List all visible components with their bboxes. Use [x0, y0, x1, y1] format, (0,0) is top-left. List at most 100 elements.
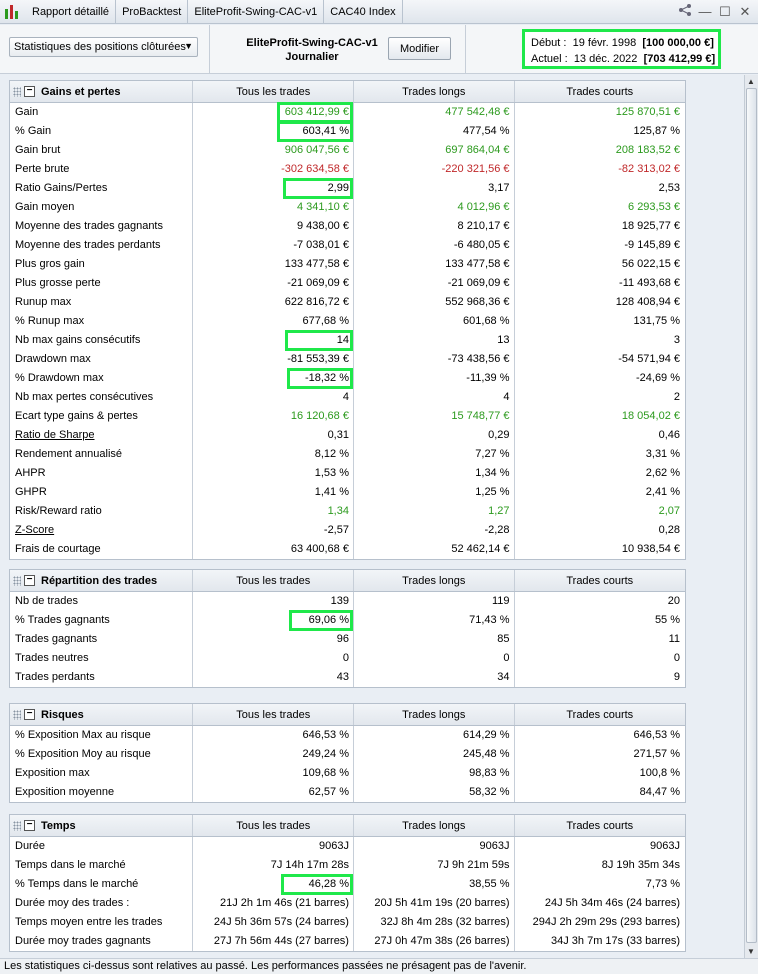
section-0: − Gains et pertes Tous les trades Trades lo… — [9, 80, 686, 560]
collapse-icon[interactable]: − — [24, 820, 35, 831]
maximize-icon[interactable]: ☐ — [719, 3, 731, 19]
drag-handle-icon[interactable] — [13, 86, 21, 97]
column-header: Trades courts — [566, 575, 634, 587]
row-label: % Exposition Max au risque — [10, 726, 194, 745]
row-label: Temps moyen entre les trades — [10, 913, 194, 932]
table-row: Gain moyen 4 341,10 €4 012,96 € 6 293,53 € — [10, 198, 685, 217]
row-value: 18 925,77 € — [621, 220, 681, 232]
section-title: Gains et pertes — [41, 85, 121, 98]
row-value: 21J 2h 1m 46s (21 barres) — [193, 894, 354, 913]
table-row: Drawdown max -81 553,39 € -73 438,56 € -54 … — [10, 350, 685, 369]
section-header: − Risques Tous les trades Trades longs Trade… — [10, 704, 685, 726]
row-value: 58,32 % — [354, 783, 515, 802]
row-value: 697 864,04 € — [354, 141, 515, 160]
report-content[interactable]: − Gains et pertes Tous les trades Trades lo… — [0, 75, 744, 958]
row-value: 2,41 % — [645, 486, 681, 498]
table-row: Ratio de Sharpe 0,31 0,29 0,46 — [10, 426, 685, 445]
tab-instrument[interactable]: CAC40 Index — [324, 0, 403, 24]
table-row: GHPR 1,41 % 1,25 % 2,41 % — [10, 483, 685, 502]
title-bar: Rapport détaillé ProBacktest EliteProfit… — [0, 0, 758, 24]
row-value: 8 210,17 € — [354, 217, 515, 236]
table-row: Perte brute -302 634,58 € -220 321,56 € -82… — [10, 160, 685, 179]
collapse-icon[interactable]: − — [24, 709, 35, 720]
close-icon[interactable]: ✕ — [739, 3, 751, 19]
table-row: Z-Score -2,57 -2,28 0,28 — [10, 521, 685, 540]
row-label[interactable]: Ratio de Sharpe — [10, 426, 194, 445]
tab-rapport-detaille[interactable]: Rapport détaillé — [26, 0, 117, 24]
row-value: 1,34 — [193, 502, 354, 521]
row-value: 4 341,10 € — [193, 198, 354, 217]
row-value: 52 462,14 € — [354, 540, 515, 559]
row-value: 13 — [354, 331, 515, 350]
section-2: − Risques Tous les trades Trades longs Trade… — [9, 703, 686, 803]
row-value: 245,48 % — [354, 745, 515, 764]
row-value: 477,54 % — [354, 122, 515, 141]
drag-handle-icon[interactable] — [13, 820, 21, 831]
column-header: Trades longs — [354, 704, 515, 725]
statistics-type-dropdown[interactable]: Statistiques des positions clôturées ▼ — [9, 37, 198, 57]
row-label: Exposition max — [10, 764, 194, 783]
row-label: Plus gros gain — [10, 255, 194, 274]
table-row: % Drawdown max -18,32 % -11,39 % -24,69 % — [10, 368, 685, 389]
row-value: 906 047,56 € — [193, 141, 354, 160]
table-row: Durée moy des trades :21J 2h 1m 46s (21 … — [10, 894, 685, 913]
scroll-up-icon[interactable]: ▲ — [747, 77, 755, 86]
start-line: Début : 19 févr. 1998 [100 000,00 €] — [531, 37, 714, 49]
row-label: AHPR — [10, 464, 194, 483]
row-value: 0,28 — [658, 524, 681, 536]
scroll-down-icon[interactable]: ▼ — [747, 947, 755, 956]
drag-handle-icon[interactable] — [13, 709, 21, 720]
row-value: 0 — [354, 649, 515, 668]
row-label[interactable]: Z-Score — [10, 521, 194, 540]
tab-probacktest[interactable]: ProBacktest — [116, 0, 189, 24]
table-row: Durée 9063J 9063J 9063J — [10, 837, 685, 856]
row-value: -11 493,68 € — [619, 277, 681, 289]
drag-handle-icon[interactable] — [13, 575, 21, 586]
row-label: Ecart type gains & pertes — [10, 407, 194, 426]
row-label: Gain moyen — [10, 198, 194, 217]
row-value: 56 022,15 € — [621, 258, 681, 270]
row-value: 4 — [193, 388, 354, 407]
row-value: 119 — [354, 592, 515, 611]
row-label: Drawdown max — [10, 350, 194, 369]
row-value: -73 438,56 € — [354, 350, 515, 369]
table-row: % Runup max 677,68 % 601,68 % 131,75 % — [10, 312, 685, 331]
table-row: Trades gagnants 96 85 11 — [10, 630, 685, 649]
row-value: 294J 2h 29m 29s (293 barres) — [532, 916, 681, 928]
row-value: 9063J — [193, 837, 354, 856]
row-value: 0 — [673, 652, 681, 664]
row-label: Trades perdants — [10, 668, 194, 687]
row-value: 208 183,52 € — [615, 144, 681, 156]
row-label: Exposition moyenne — [10, 783, 194, 802]
collapse-icon[interactable]: − — [24, 86, 35, 97]
tab-strategy[interactable]: EliteProfit-Swing-CAC-v1 — [188, 0, 325, 24]
row-value: -302 634,58 € — [193, 160, 354, 179]
share-icon[interactable] — [678, 3, 692, 20]
vertical-scrollbar[interactable]: ▲ ▼ — [744, 75, 758, 958]
table-row: % Gain 603,41 % 477,54 % 125,87 % — [10, 121, 685, 142]
table-row: Nb de trades 139 119 20 — [10, 592, 685, 611]
table-row: % Trades gagnants 69,06 % 71,43 % 55 % — [10, 610, 685, 631]
section-title: Risques — [41, 708, 84, 721]
row-label: % Trades gagnants — [10, 611, 194, 630]
scrollbar-thumb[interactable] — [746, 88, 757, 943]
table-row: Ecart type gains & pertes 16 120,68 €15 7… — [10, 407, 685, 426]
row-value: -54 571,94 € — [618, 353, 681, 365]
row-value: 2,53 — [658, 182, 681, 194]
row-label: Nb max pertes consécutives — [10, 388, 194, 407]
row-label: Durée moy trades gagnants — [10, 932, 194, 951]
table-row: Moyenne des trades gagnants 9 438,00 €8 2… — [10, 217, 685, 236]
minimize-icon[interactable]: — — [698, 4, 712, 19]
strategy-period: Journalier — [285, 51, 339, 63]
table-row: % Exposition Moy au risque 249,24 % 245,48… — [10, 745, 685, 764]
row-value: 34J 3h 7m 17s (33 barres) — [551, 935, 681, 947]
column-header: Tous les trades — [193, 570, 354, 591]
table-row: Moyenne des trades perdants -7 038,01 € -6… — [10, 236, 685, 255]
row-value: 71,43 % — [354, 611, 515, 630]
collapse-icon[interactable]: − — [24, 575, 35, 586]
disclaimer-footer: Les statistiques ci-dessus sont relative… — [0, 958, 758, 974]
table-row: Temps moyen entre les trades 24J 5h 36m 5… — [10, 913, 685, 932]
modify-button[interactable]: Modifier — [388, 37, 451, 60]
row-label: GHPR — [10, 483, 194, 502]
row-value: 9 — [673, 671, 681, 683]
